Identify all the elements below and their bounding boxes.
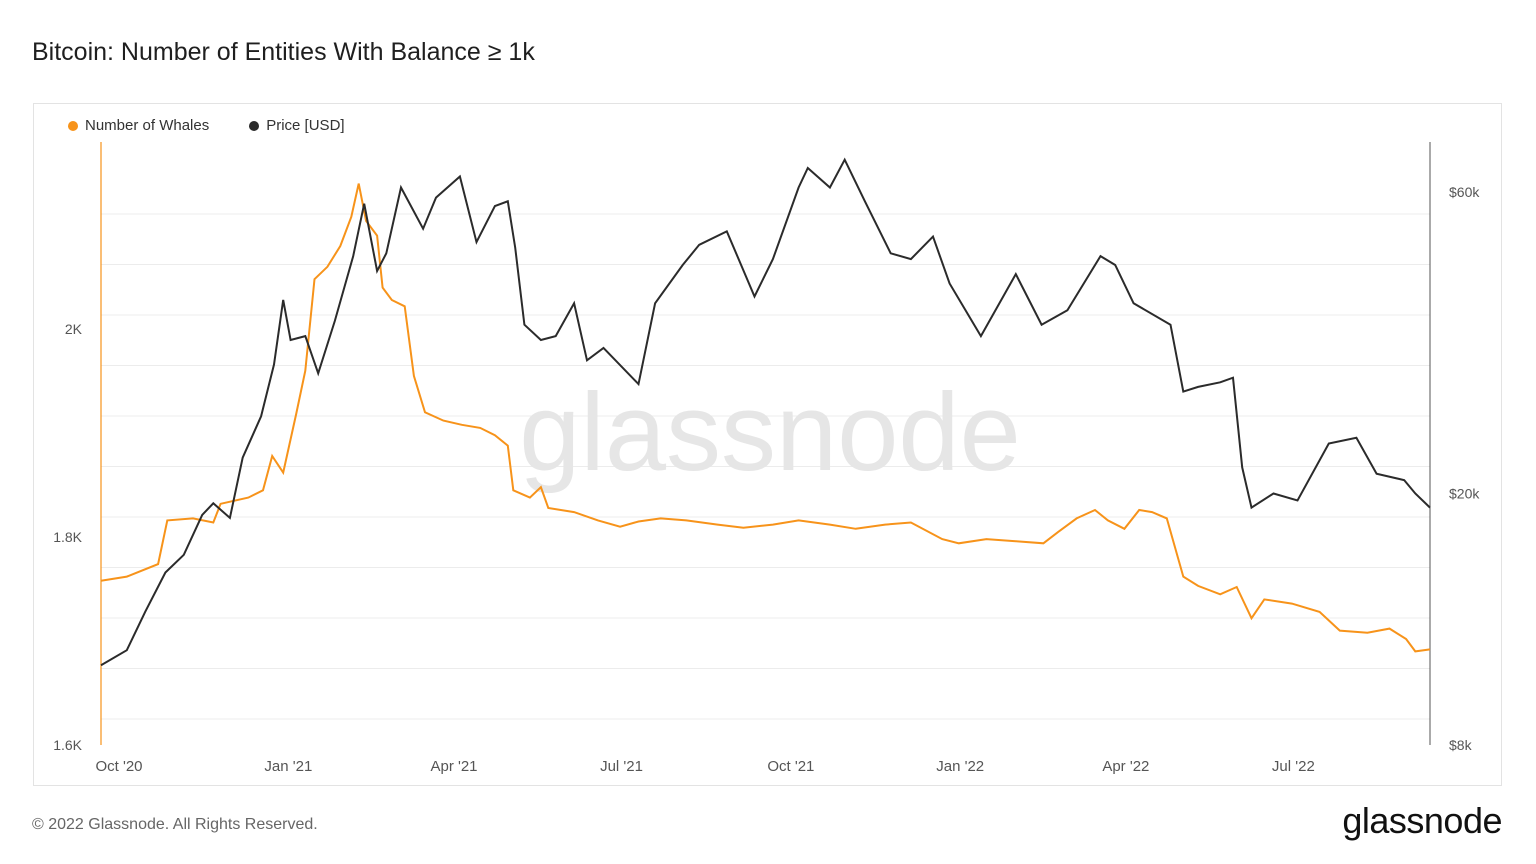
legend-label-price: Price [USD] — [266, 117, 345, 134]
watermark-text: glassnode — [519, 371, 1021, 494]
x-tick-label: Jan '22 — [936, 758, 984, 775]
legend-swatch-whales — [68, 120, 78, 131]
chart-title: Bitcoin: Number of Entities With Balance… — [32, 38, 535, 66]
left-tick-label: 1.8K — [53, 529, 82, 545]
brand-logo: glassnode — [1342, 800, 1502, 841]
x-axis-ticks: Oct '20 Jan '21 Apr '21 Jul '21 Oct '21 Jan '… — [95, 758, 1314, 775]
series-line-price — [100, 157, 1431, 667]
chart-frame — [33, 103, 1502, 786]
left-tick-label: 1.6K — [53, 737, 82, 753]
chart-legend: Number of Whales Price [USD] — [68, 117, 345, 134]
legend-swatch-price — [249, 120, 260, 131]
legend-label-whales: Number of Whales — [85, 117, 210, 134]
series-line-whales — [100, 183, 1431, 653]
right-tick-label: $8k — [1449, 737, 1473, 753]
right-axis-ticks: $8k $20k $60k — [1449, 184, 1480, 753]
legend-item-whales[interactable]: Number of Whales — [68, 117, 209, 134]
left-axis-ticks: 1.6K 1.8K 2K — [53, 321, 82, 753]
x-tick-label: Jan '21 — [264, 758, 312, 775]
grid-lines — [101, 213, 1430, 720]
x-tick-label: Apr '21 — [430, 758, 477, 775]
x-tick-label: Oct '21 — [767, 758, 814, 775]
left-tick-label: 2K — [65, 321, 83, 337]
right-tick-label: $60k — [1449, 184, 1480, 200]
right-tick-label: $20k — [1449, 486, 1480, 502]
x-tick-label: Oct '20 — [95, 758, 142, 775]
copyright-text: © 2022 Glassnode. All Rights Reserved. — [32, 816, 318, 833]
x-tick-label: Jul '22 — [1272, 758, 1315, 775]
x-tick-label: Apr '22 — [1102, 758, 1149, 775]
legend-item-price[interactable]: Price [USD] — [249, 117, 345, 134]
x-tick-label: Jul '21 — [600, 758, 643, 775]
